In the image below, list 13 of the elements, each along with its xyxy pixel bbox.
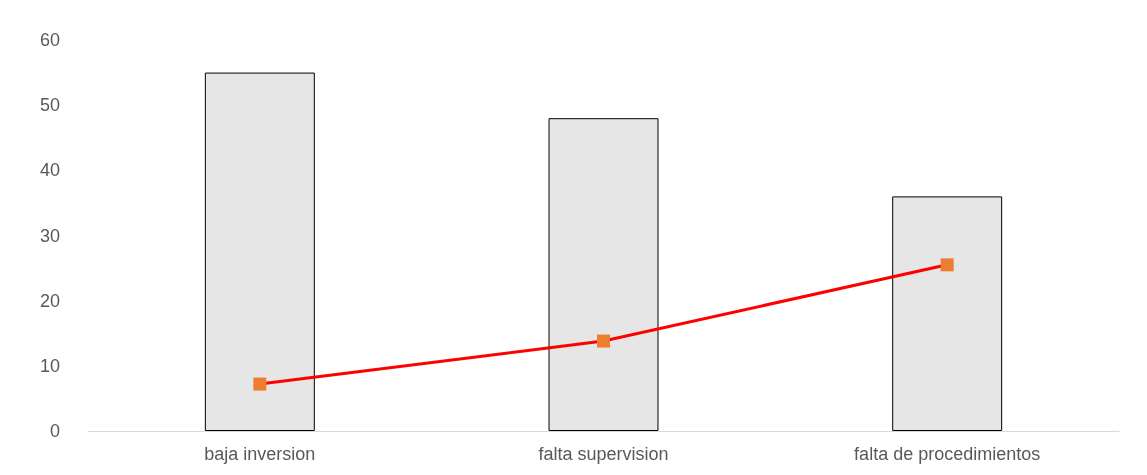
bar bbox=[892, 196, 1003, 431]
bar bbox=[204, 72, 315, 431]
y-tick-label: 0 bbox=[49, 421, 60, 441]
x-tick-label: falta de procedimientos bbox=[854, 444, 1041, 464]
bar bbox=[548, 118, 659, 431]
y-tick-label: 10 bbox=[39, 355, 60, 376]
y-tick-label: 20 bbox=[39, 290, 60, 311]
y-tick-label: 60 bbox=[39, 30, 60, 50]
x-tick-label: baja inversion bbox=[204, 444, 316, 464]
y-tick-label: 40 bbox=[39, 160, 60, 181]
y-tick-label: 30 bbox=[39, 225, 60, 246]
y-tick-label: 50 bbox=[39, 95, 60, 116]
x-tick-label: falta supervision bbox=[538, 444, 669, 464]
